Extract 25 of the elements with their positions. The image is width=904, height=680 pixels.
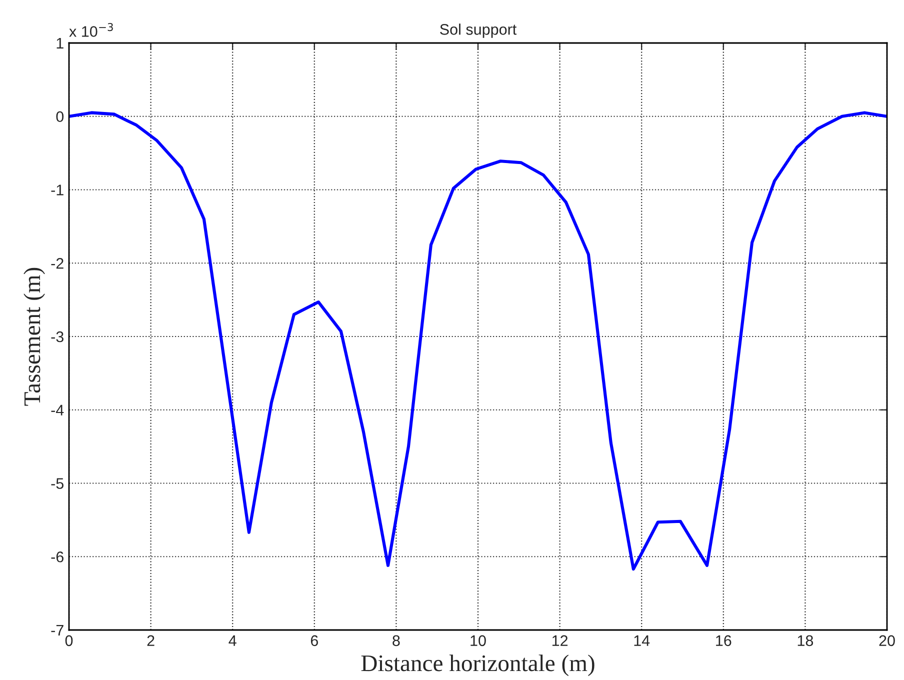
x-tick-label: 10 <box>470 635 486 646</box>
x-tick-label: 16 <box>716 635 732 646</box>
text: x 10$^{−3}$ <box>69 22 113 37</box>
y-tick-label: 0 <box>56 111 64 122</box>
x-tick-label: 6 <box>310 635 318 646</box>
y-tick-label: -5 <box>51 478 64 489</box>
y-tick-label: -1 <box>51 184 64 196</box>
x-tick-label: 14 <box>634 635 650 646</box>
y-tick-label: -7 <box>51 625 64 636</box>
x-tick-label: 4 <box>228 635 236 646</box>
x-tick-label: 8 <box>392 635 400 646</box>
x-tick-label: 18 <box>798 635 814 646</box>
x-tick-label: 0 <box>65 635 73 646</box>
y-tick-label: -2 <box>51 258 64 269</box>
x-tick-label: 2 <box>147 635 154 646</box>
y-tick-label: -3 <box>51 331 64 342</box>
y-axis-title: Tassement (m) <box>24 268 45 406</box>
chart-title: Sol support <box>440 24 517 38</box>
line-series <box>69 111 887 571</box>
y-tick-label: -4 <box>51 404 64 416</box>
y-tick-label: -6 <box>51 551 64 562</box>
x-tick-label: 12 <box>552 635 568 646</box>
y-tick-label: 1 <box>56 38 64 49</box>
x-tick-label: 20 <box>879 635 895 646</box>
x-axis-title: Distance horizontale (m) <box>361 654 594 676</box>
